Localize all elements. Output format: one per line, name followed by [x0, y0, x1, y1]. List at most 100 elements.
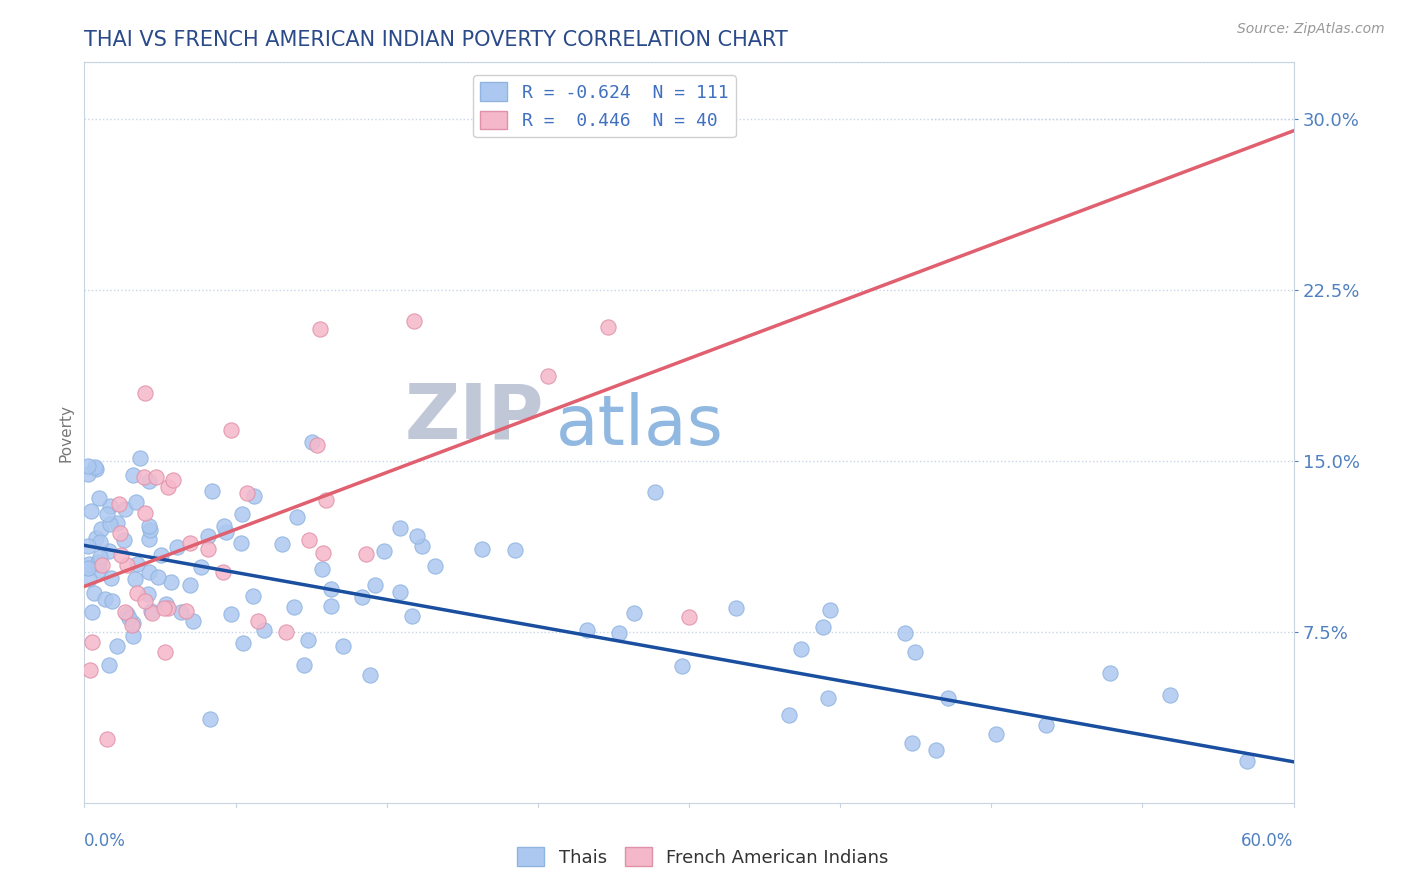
Point: [125, 495, 148, 509]
Point: [121, 468, 143, 483]
Point: [1159, 689, 1181, 703]
Point: [231, 507, 253, 521]
Point: [100, 571, 122, 585]
Text: THAI VS FRENCH AMERICAN INDIAN POVERTY CORRELATION CHART: THAI VS FRENCH AMERICAN INDIAN POVERTY C…: [84, 29, 789, 50]
Point: [924, 743, 946, 757]
Point: [402, 314, 425, 328]
Point: [423, 559, 446, 574]
Point: [405, 528, 427, 542]
Text: 0.0%: 0.0%: [84, 832, 127, 850]
Point: [89, 535, 111, 549]
Point: [121, 618, 143, 632]
Point: [292, 657, 315, 672]
Point: [134, 594, 156, 608]
Point: [134, 470, 156, 484]
Point: [373, 543, 395, 558]
Point: [121, 616, 143, 631]
Y-axis label: Poverty: Poverty: [58, 403, 73, 462]
Point: [87, 491, 110, 506]
Point: [215, 525, 238, 540]
Point: [212, 519, 235, 533]
Point: [139, 604, 162, 618]
Point: [80, 605, 103, 619]
Point: [817, 691, 839, 706]
Point: [77, 467, 100, 481]
Point: [80, 504, 103, 518]
Point: [117, 607, 139, 622]
Point: [136, 587, 159, 601]
Point: [166, 541, 188, 555]
Point: [86, 531, 108, 545]
Point: [141, 606, 163, 620]
Point: [87, 558, 110, 572]
Point: [894, 625, 917, 640]
Point: [936, 690, 959, 705]
Point: [83, 585, 105, 599]
Point: [157, 480, 180, 494]
Point: [114, 605, 136, 619]
Point: [153, 645, 176, 659]
Point: [77, 539, 100, 553]
Point: [179, 536, 201, 550]
Point: [197, 542, 219, 557]
Point: [134, 506, 156, 520]
Point: [242, 589, 264, 603]
Point: [283, 599, 305, 614]
Point: [471, 541, 494, 556]
Point: [89, 550, 111, 565]
Point: [86, 556, 108, 570]
Point: [319, 582, 342, 596]
Point: [221, 423, 243, 437]
Point: [285, 510, 308, 524]
Point: [174, 604, 197, 618]
Point: [96, 732, 118, 747]
Point: [301, 434, 323, 449]
Legend: R = -0.624  N = 111, R =  0.446  N = 40: R = -0.624 N = 111, R = 0.446 N = 40: [472, 75, 735, 137]
Point: [114, 501, 136, 516]
Point: [134, 385, 156, 400]
Point: [162, 473, 184, 487]
Point: [537, 369, 560, 384]
Text: ZIP: ZIP: [405, 381, 544, 455]
Point: [364, 577, 387, 591]
Point: [138, 475, 160, 489]
Point: [201, 483, 224, 498]
Point: [94, 592, 117, 607]
Point: [253, 623, 276, 637]
Point: [80, 634, 103, 648]
Point: [155, 597, 177, 611]
Point: [389, 521, 412, 535]
Point: [724, 601, 747, 615]
Point: [1035, 718, 1057, 732]
Point: [77, 459, 100, 474]
Point: [96, 507, 118, 521]
Point: [190, 559, 212, 574]
Point: [110, 525, 132, 540]
Point: [179, 578, 201, 592]
Point: [122, 629, 145, 643]
Point: [321, 599, 343, 614]
Point: [778, 708, 800, 723]
Point: [401, 608, 423, 623]
Point: [105, 640, 128, 654]
Point: [156, 600, 179, 615]
Point: [274, 624, 297, 639]
Point: [1236, 754, 1258, 768]
Point: [77, 572, 100, 586]
Point: [789, 642, 811, 657]
Point: [212, 565, 235, 579]
Point: [97, 543, 120, 558]
Point: [1099, 666, 1122, 681]
Point: [200, 712, 222, 726]
Point: [149, 548, 172, 562]
Point: [101, 594, 124, 608]
Point: [671, 659, 693, 673]
Point: [388, 585, 411, 599]
Point: [127, 586, 149, 600]
Point: [138, 565, 160, 579]
Point: [129, 451, 152, 466]
Point: [86, 462, 108, 476]
Point: [169, 605, 191, 619]
Point: [576, 623, 599, 637]
Point: [242, 489, 264, 503]
